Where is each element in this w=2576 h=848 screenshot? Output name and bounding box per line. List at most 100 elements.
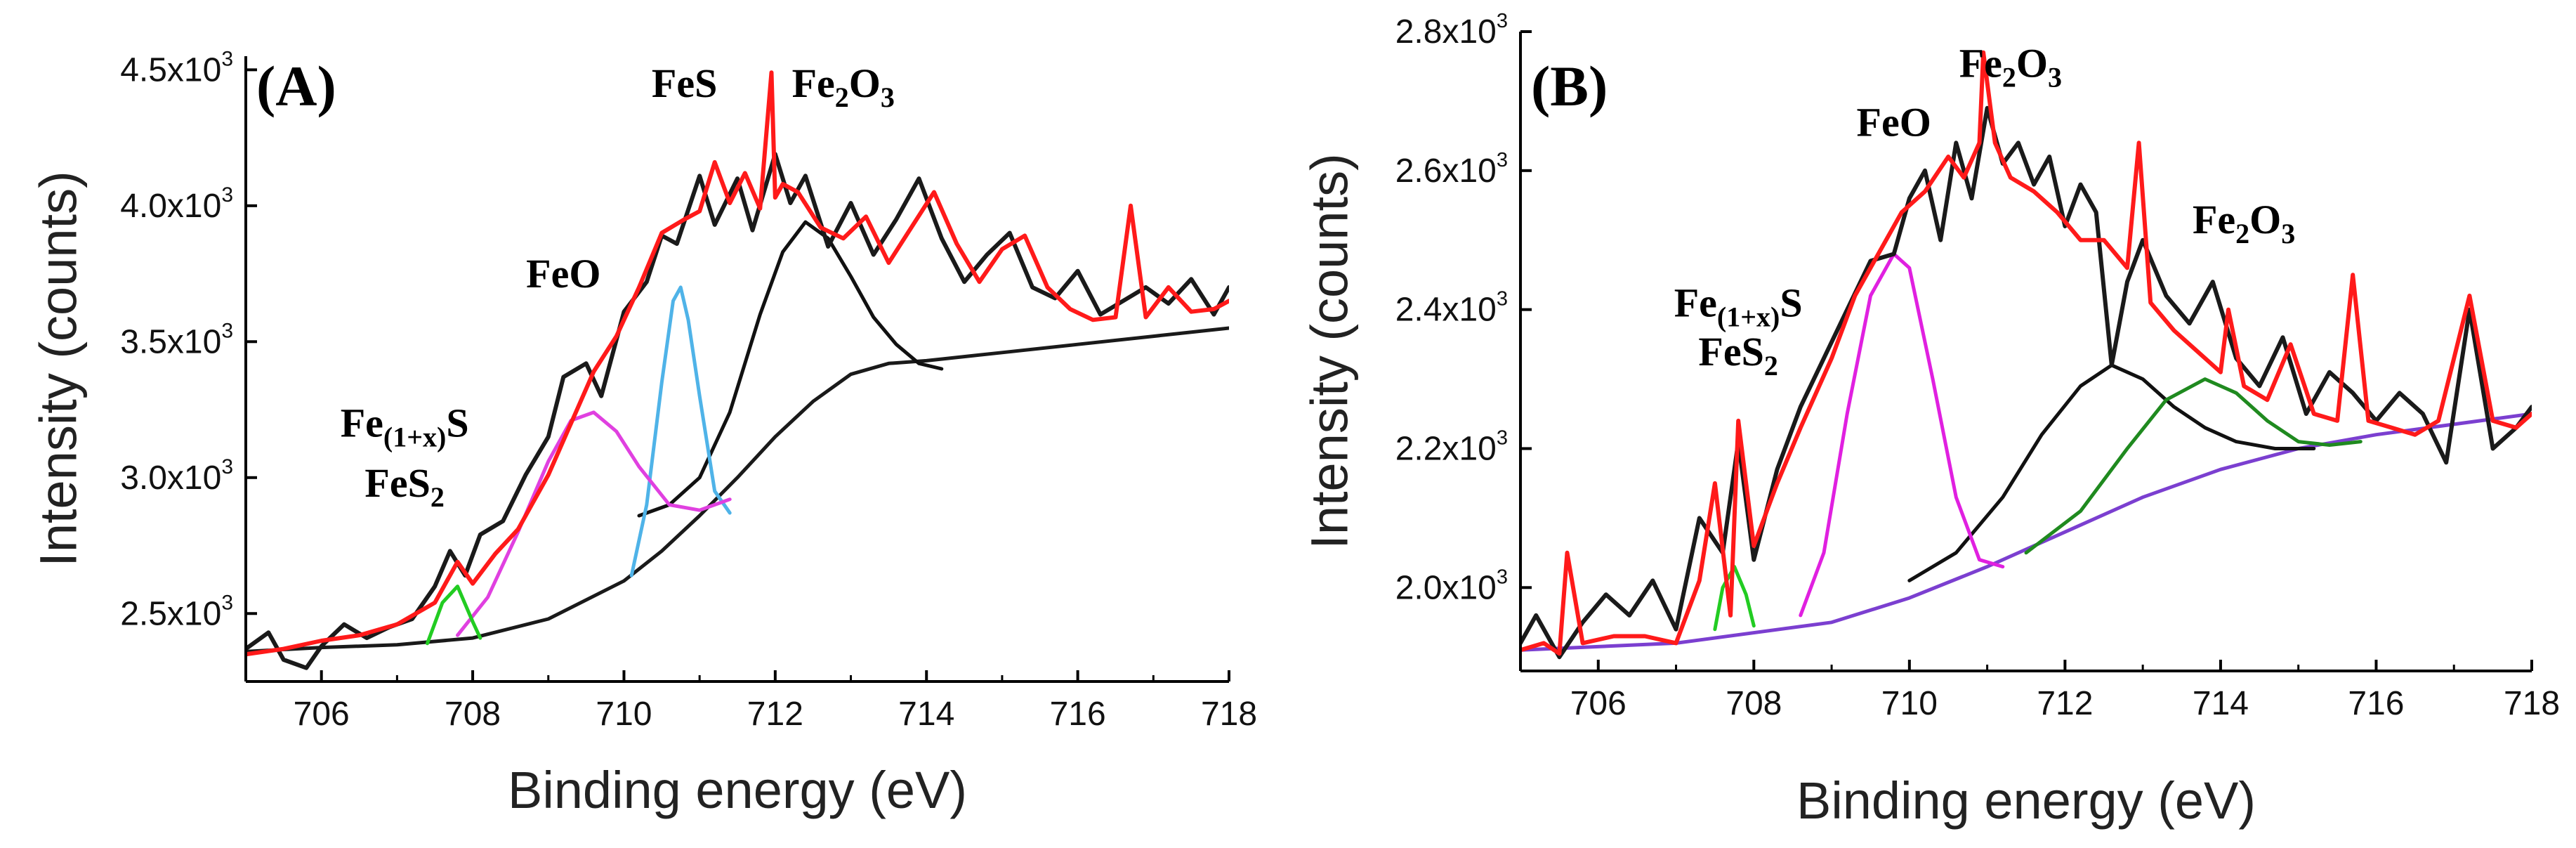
x-tick-label: 710 [596,696,652,733]
y-axis-title: Intensity (counts) [29,171,88,566]
series-feo-component [456,410,732,637]
chart-panel-a: 706 708 710 712 714 716 7182.5x1033.0x1033.5x1… [29,47,1257,819]
y-tick-label: 4.0x103 [120,183,233,225]
x-tick-label: 714 [898,696,954,733]
annotation-base: FeS [1698,329,1763,374]
annotation-subscript: (1+x) [1717,301,1780,333]
y-tick-mantissa: 2.5x10 [120,595,221,632]
annotation-subscript: 3 [2281,218,2295,249]
y-tick-exponent: 3 [1497,288,1508,311]
y-tick-exponent: 3 [1497,149,1508,171]
annotation-rest: O [2249,197,2281,242]
y-tick-exponent: 3 [221,591,233,614]
annotation-text: FeO [526,251,600,296]
series-fe-1-x-s-fes2-component [426,585,482,646]
annotation-subscript: 2 [1764,350,1778,381]
annotation-rest: S [1780,280,1802,326]
x-tick-label: 708 [1726,685,1782,722]
series-fe2o3-component-712-6-ev [1907,363,2316,582]
peak-annotation-feo: FeO [526,251,600,296]
peak-annotation-fe2o3: Fe2O3 [792,60,895,113]
series-group [1520,50,2532,660]
x-axis-title: Binding energy (eV) [508,761,967,819]
annotation-subscript: 2 [835,81,849,113]
series-feo-component [1799,252,2005,618]
x-tick-label: 718 [2504,685,2560,722]
x-tick-label: 716 [1050,696,1106,733]
series-background [1520,412,2532,652]
y-tick-mantissa: 2.0x10 [1395,569,1497,606]
y-tick-label: 2.4x103 [1395,288,1508,329]
series-background [246,326,1229,653]
y-tick-label: 2.5x103 [120,591,233,632]
peak-annotation-fes2: FeS2 [364,460,444,513]
annotation-base: FeS [364,460,430,506]
y-tick-mantissa: 2.2x10 [1395,430,1497,467]
y-tick-label: 2.2x103 [1395,426,1508,467]
y-tick-exponent: 3 [221,183,233,207]
annotation-base: Fe [1674,280,1717,326]
y-tick-exponent: 3 [221,47,233,70]
annotation-rest: O [849,60,881,106]
x-tick-label: 714 [2193,685,2249,722]
y-tick-exponent: 3 [1497,566,1508,588]
annotation-subscript: 2 [2235,218,2249,249]
annotation-text: FeS [652,60,717,106]
x-tick-label: 706 [1570,685,1627,722]
annotation-subscript: (1+x) [383,422,446,453]
peak-annotation-fe2o3: Fe2O3 [1959,40,2062,93]
series-fitted-envelope [1520,50,2532,656]
y-tick-exponent: 3 [221,455,233,478]
y-tick-label: 4.5x103 [120,47,233,89]
annotation-text: FeO [1857,99,1931,145]
panel-label: (A) [256,54,336,118]
y-tick-exponent: 3 [1497,426,1508,449]
y-tick-mantissa: 4.5x10 [120,51,221,89]
y-axis-title: Intensity (counts) [1301,153,1359,549]
peak-annotation-fe-1-x-s: Fe(1+x)S [341,400,469,453]
y-tick-mantissa: 2.4x10 [1395,292,1497,329]
series-raw-data [246,152,1229,670]
y-tick-mantissa: 4.0x10 [120,188,221,225]
annotation-base: Fe [2193,197,2235,242]
annotation-base: Fe [1959,40,2002,86]
peak-annotation-feo: FeO [1857,99,1931,145]
x-tick-label: 710 [1881,685,1938,722]
chart-panel-b: 706 708 710 712 714 716 7182.0x1032.2x1032.4x1… [1301,10,2560,830]
y-tick-mantissa: 3.0x10 [120,459,221,497]
x-axis-title: Binding energy (eV) [1796,771,2256,830]
annotation-base: Fe [341,400,383,446]
annotation-rest: S [446,400,468,446]
annotation-rest: O [2016,40,2048,86]
y-tick-exponent: 3 [1497,10,1508,32]
annotation-subscript: 2 [431,481,445,513]
series-group [246,70,1229,670]
y-tick-exponent: 3 [221,319,233,342]
panel-label: (B) [1531,54,1608,118]
x-tick-label: 712 [747,696,803,733]
series-raw-data [1520,105,2532,660]
annotation-base: Fe [792,60,835,106]
series-fes-component [629,285,732,578]
y-tick-mantissa: 3.5x10 [120,323,221,360]
y-tick-label: 2.6x103 [1395,149,1508,190]
peak-annotation-fes: FeS [652,60,717,106]
y-tick-label: 2.8x103 [1395,10,1508,51]
annotation-subscript: 2 [2002,61,2016,93]
y-tick-label: 3.5x103 [120,319,233,360]
x-tick-label: 706 [294,696,350,733]
x-tick-label: 712 [2037,685,2093,722]
x-tick-label: 716 [2348,685,2404,722]
x-tick-label: 708 [445,696,501,733]
y-tick-label: 3.0x103 [120,455,233,497]
peak-annotation-fe-1-x-s: Fe(1+x)S [1674,280,1803,333]
y-tick-mantissa: 2.8x10 [1395,13,1497,51]
series-fe2o3-component [637,220,944,518]
series-fitted-envelope [246,70,1229,657]
y-tick-label: 2.0x103 [1395,566,1508,606]
y-tick-mantissa: 2.6x10 [1395,152,1497,190]
annotation-subscript: 3 [881,81,895,113]
peak-annotation-fe2o3: Fe2O3 [2193,197,2295,249]
annotation-subscript: 3 [2048,61,2062,93]
